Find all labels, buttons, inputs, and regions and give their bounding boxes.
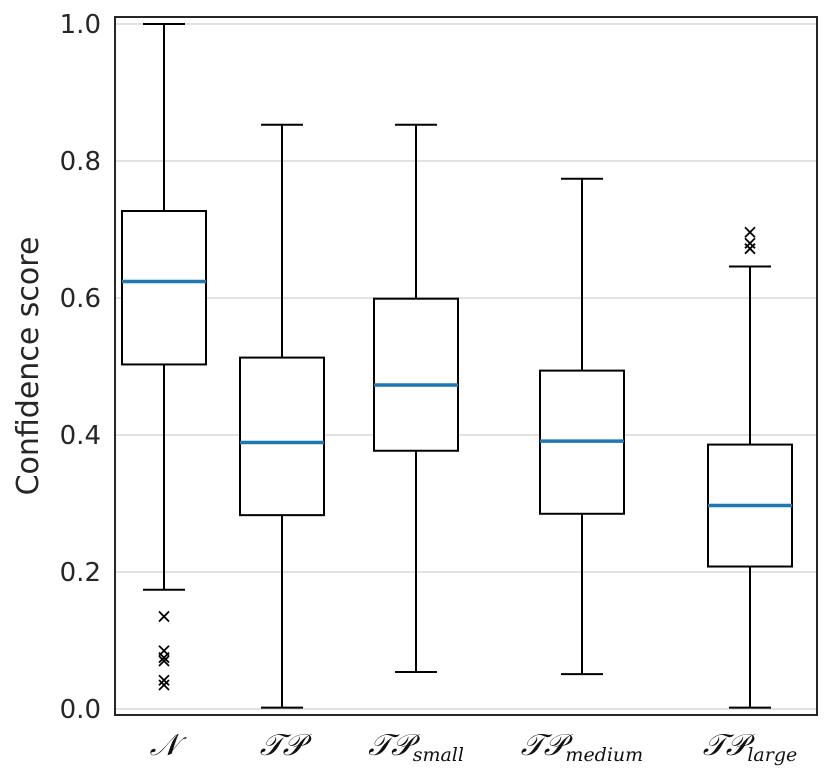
x-tick-main: 𝒯𝒫 [521,728,574,763]
plot-frame [114,16,818,716]
outlier-marker [158,655,170,667]
iqr-box [121,210,207,366]
y-tick-label: 0.8 [60,147,101,177]
outlier-marker [158,679,170,691]
iqr-box [239,356,325,517]
outlier-stroke [158,674,170,686]
outlier-stroke [158,651,170,664]
x-tick-label: 𝒯𝒫medium [521,728,643,766]
box-group [239,123,325,709]
x-axis-ticks: 𝒩 𝒯𝒫 𝒯𝒫small 𝒯𝒫medium 𝒯𝒫large [150,728,798,766]
y-tick-label: 0.6 [60,284,101,314]
y-tick-label: 0.2 [60,558,101,588]
outlier-stroke [158,679,170,691]
y-tick-label: 1.0 [60,10,101,40]
outlier-marker [158,674,170,686]
outlier-marker [158,651,170,664]
x-tick-label: 𝒯𝒫 [260,728,313,763]
box-series [121,23,793,709]
x-tick-main: 𝒩 [150,728,188,763]
outlier-marker [744,237,756,249]
x-tick-label: 𝒯𝒫small [368,728,464,766]
y-tick-label: 0.0 [60,695,101,725]
x-tick-label: 𝒩 [150,728,188,763]
y-axis-ticks: 0.0 0.2 0.4 0.6 0.8 1.0 [60,10,101,725]
x-tick-subscript: medium [565,744,643,766]
y-axis-label: Confidence score [11,237,46,496]
outlier-marker [744,226,756,238]
x-tick-subscript: small [413,744,464,766]
box-group [121,23,207,691]
x-tick-main: 𝒯𝒫 [260,728,313,763]
box-group [707,226,793,709]
outlier-stroke [744,226,756,238]
x-tick-main: 𝒯𝒫 [368,728,421,763]
x-tick-subscript: large [747,744,797,766]
outlier-stroke [158,655,170,667]
grid-lines [115,23,817,710]
x-tick-main: 𝒯𝒫 [703,728,756,763]
outlier-marker [158,610,170,623]
box-group [373,123,459,674]
outlier-stroke [158,610,170,623]
x-tick-label: 𝒯𝒫large [703,728,798,766]
outlier-stroke [744,243,756,255]
box-group [539,177,625,676]
outlier-marker [744,243,756,255]
iqr-box [373,297,459,452]
y-tick-label: 0.4 [60,421,101,451]
